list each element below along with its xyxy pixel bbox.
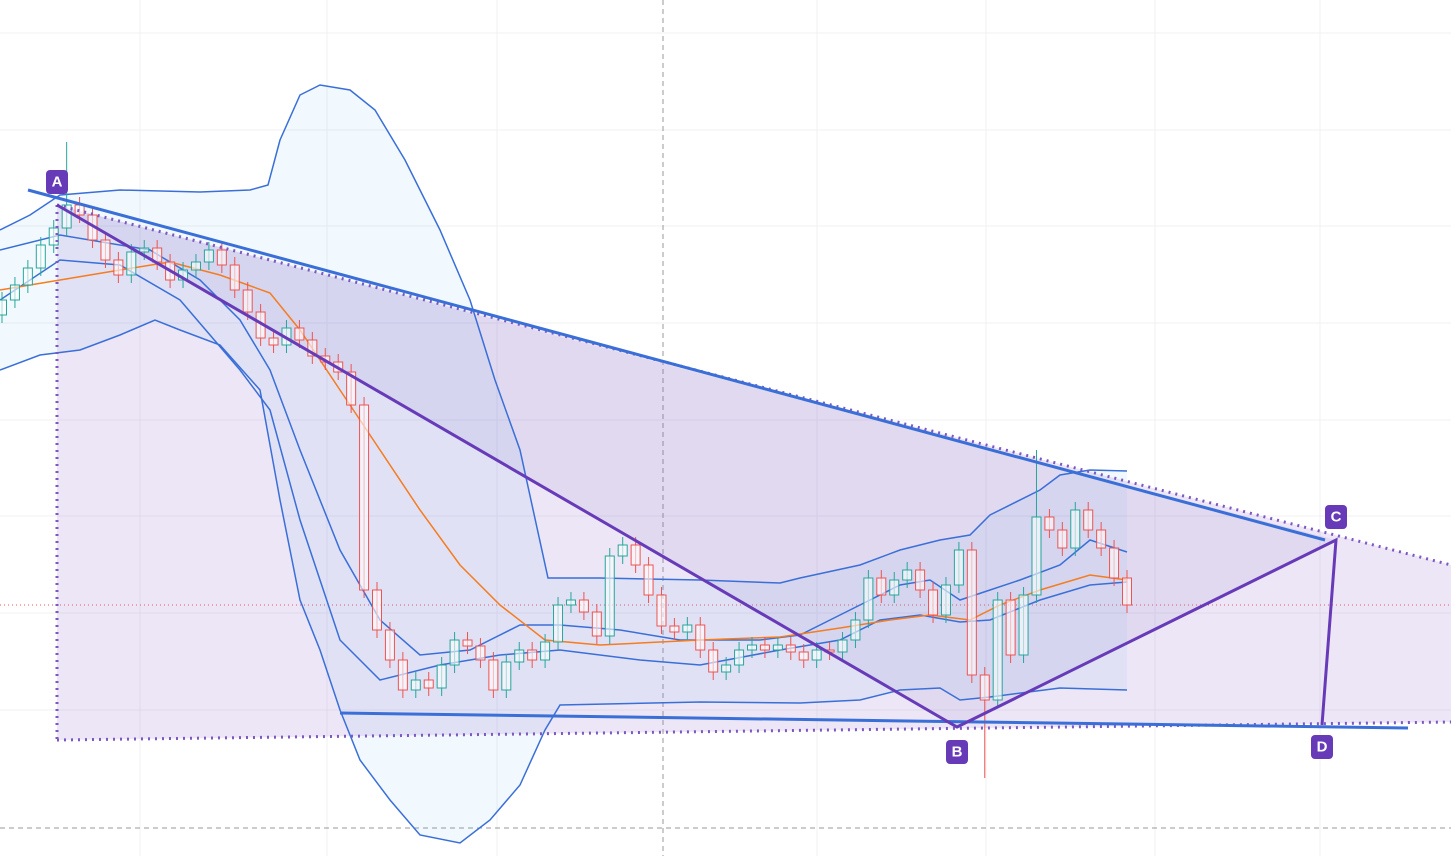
point-label: A xyxy=(52,174,63,191)
candle-body xyxy=(902,569,913,581)
candle-body xyxy=(617,544,628,557)
candle-body xyxy=(772,644,783,651)
dotted-line xyxy=(56,203,1451,567)
candle-body xyxy=(798,651,809,661)
candle-body xyxy=(410,679,421,691)
candle-body xyxy=(1057,529,1068,549)
candle-body xyxy=(578,599,589,613)
candle-body xyxy=(604,555,615,637)
candle-body xyxy=(953,549,964,586)
point-box xyxy=(946,740,968,764)
candle-body xyxy=(1018,594,1029,656)
candle-body xyxy=(979,674,990,701)
candle-body xyxy=(100,239,111,261)
candle-body xyxy=(268,337,279,346)
candle-body xyxy=(695,624,706,651)
candle-body xyxy=(203,249,214,263)
candle-body xyxy=(48,227,59,246)
candle-body xyxy=(372,589,382,631)
candle-body xyxy=(9,284,20,301)
projection-area xyxy=(57,205,1451,740)
candle-body xyxy=(1031,516,1042,596)
candle-body xyxy=(22,267,33,286)
candle-body xyxy=(113,259,124,276)
candle-body xyxy=(1083,509,1094,531)
candle-body xyxy=(747,644,757,651)
candle-body xyxy=(630,544,641,566)
candle-body xyxy=(721,664,732,673)
dotted-line xyxy=(56,720,1451,742)
candle-body xyxy=(190,261,201,271)
trend-line xyxy=(339,711,1409,730)
candle-body xyxy=(0,299,7,316)
candles xyxy=(0,142,1132,778)
point-box xyxy=(1325,505,1347,529)
candle-body xyxy=(501,661,512,691)
candle-body xyxy=(61,204,72,229)
candle-body xyxy=(294,327,305,341)
candle-body xyxy=(811,649,822,661)
candle-body xyxy=(734,649,745,666)
candle-body xyxy=(126,251,137,276)
candle-body xyxy=(669,625,680,633)
candle-body xyxy=(759,644,770,651)
candle-body xyxy=(527,649,538,661)
candle-body xyxy=(889,579,900,596)
abc-area xyxy=(57,205,1336,727)
candle-body xyxy=(74,204,85,216)
candle-body xyxy=(591,611,602,637)
point-box xyxy=(1311,735,1333,759)
candle-body xyxy=(876,577,887,596)
candle-body xyxy=(837,639,848,653)
candle-body xyxy=(488,659,499,691)
candle-body xyxy=(682,624,693,633)
candle-body xyxy=(359,404,370,591)
candle-body xyxy=(708,649,719,673)
candle-body xyxy=(553,604,564,643)
candle-body xyxy=(462,639,473,647)
candle-body xyxy=(514,649,525,663)
bands xyxy=(0,84,1128,844)
candle-body xyxy=(863,577,874,621)
candle-body xyxy=(1044,516,1055,531)
candle-body xyxy=(449,639,460,666)
candle-body xyxy=(966,549,977,676)
candle-body xyxy=(992,599,1003,701)
point-label: C xyxy=(1331,509,1342,526)
trend-line xyxy=(27,188,1326,542)
candle-body xyxy=(216,249,227,266)
candle-body xyxy=(1096,529,1107,549)
candle-body xyxy=(139,247,150,253)
candle-body xyxy=(1122,577,1132,606)
candle-body xyxy=(850,619,861,641)
drawings: A B C D xyxy=(27,170,1451,764)
candle-body xyxy=(307,339,318,357)
candle-body xyxy=(35,244,46,269)
candle-body xyxy=(656,594,667,627)
candle-body xyxy=(940,584,951,616)
point-label: D xyxy=(1317,739,1328,756)
point-label: B xyxy=(952,744,963,761)
candle-body xyxy=(565,599,576,606)
candle-body xyxy=(423,679,434,689)
candle-body xyxy=(397,659,408,691)
candle-body xyxy=(1070,509,1081,549)
point-box xyxy=(46,170,68,194)
candle-body xyxy=(785,644,796,653)
candle-body xyxy=(643,564,654,596)
candle-body xyxy=(475,645,486,661)
candle-body xyxy=(242,289,253,313)
candle-body xyxy=(915,569,926,591)
candle-body xyxy=(1109,547,1120,579)
candle-body xyxy=(346,371,357,406)
candle-body xyxy=(436,664,447,689)
candle-body xyxy=(229,264,240,291)
pattern-line xyxy=(56,203,1338,729)
candle-body xyxy=(928,589,939,616)
band-fill xyxy=(0,85,1127,843)
candle-body xyxy=(540,641,551,661)
candle-body xyxy=(1005,599,1016,656)
candle-body xyxy=(384,629,395,661)
